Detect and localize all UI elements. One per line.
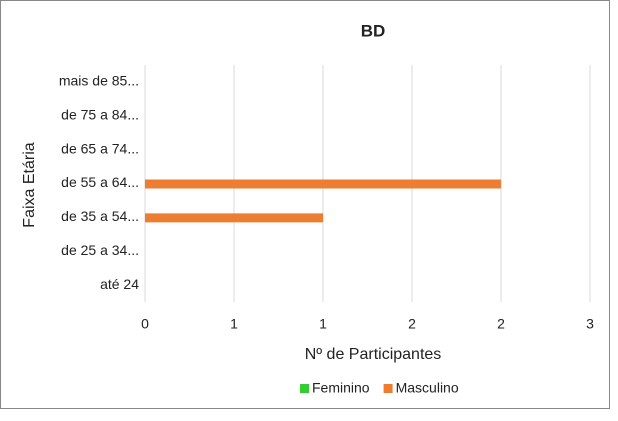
x-tick-label: 1 [319, 316, 327, 332]
x-tick-label: 0 [141, 316, 149, 332]
x-tick-label: 3 [586, 316, 594, 332]
y-tick-label: de 65 a 74... [61, 140, 139, 156]
y-tick-label: até 24 [100, 276, 139, 292]
y-tick-label: de 55 a 64... [61, 174, 139, 190]
chart-border [0, 0, 610, 409]
y-tick-label: de 35 a 54... [61, 208, 139, 224]
x-axis-label: Nº de Participantes [305, 346, 442, 363]
legend-label: Feminino [312, 380, 370, 396]
chart-title: BD [361, 21, 386, 40]
legend-swatch [383, 384, 393, 393]
x-tick-label: 1 [230, 316, 238, 332]
y-axis-label: Faixa Etária [21, 142, 38, 227]
legend-swatch [300, 384, 309, 393]
y-tick-label: mais de 85... [59, 73, 139, 89]
bar [145, 179, 501, 189]
y-tick-label: de 25 a 34... [61, 242, 139, 258]
x-tick-label: 2 [408, 316, 416, 332]
y-tick-label: de 75 a 84... [61, 106, 139, 122]
bar [145, 213, 323, 223]
x-tick-label: 2 [497, 316, 505, 332]
legend-label: Masculino [396, 380, 459, 396]
